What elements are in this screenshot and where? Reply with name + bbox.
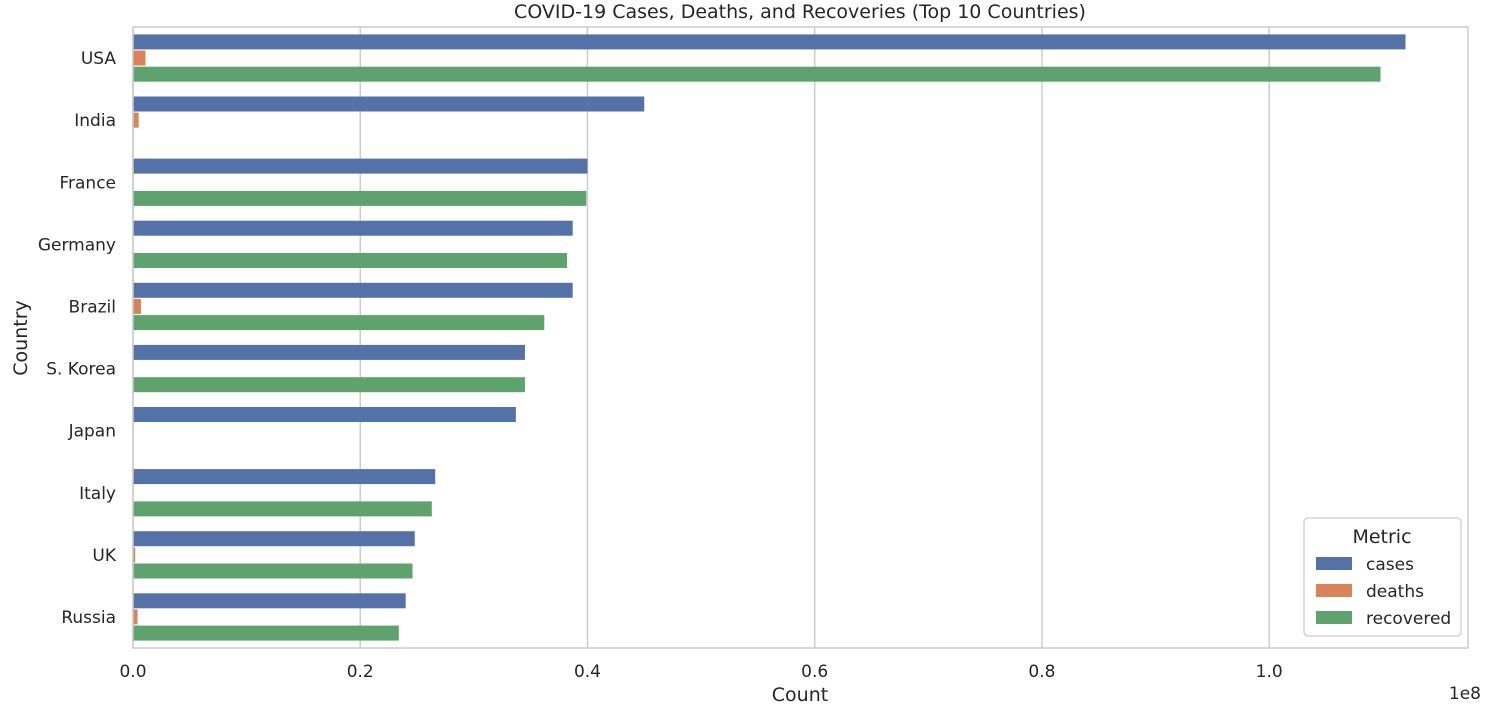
bar-cases-germany bbox=[133, 220, 573, 236]
bar-cases-france bbox=[133, 158, 588, 174]
bar-cases-usa bbox=[133, 34, 1406, 50]
legend-label-deaths: deaths bbox=[1366, 582, 1424, 602]
y-tick-label: Germany bbox=[38, 235, 116, 255]
bar-cases-russia bbox=[133, 593, 406, 609]
y-tick-label: Russia bbox=[61, 608, 116, 628]
x-tick-label: 0.8 bbox=[1028, 662, 1055, 682]
legend-items: cases deaths recovered bbox=[1316, 555, 1451, 629]
legend-swatch-deaths bbox=[1316, 584, 1352, 597]
legend-label-cases: cases bbox=[1366, 555, 1414, 575]
legend-swatch-cases bbox=[1316, 557, 1352, 570]
bar-deaths-russia bbox=[133, 609, 138, 625]
bar-recovered-uk bbox=[133, 563, 413, 579]
bar-cases-japan bbox=[133, 407, 516, 423]
y-tick-label: Japan bbox=[68, 422, 116, 442]
y-tick-label: USA bbox=[81, 49, 117, 69]
y-tick-label: Italy bbox=[79, 484, 116, 504]
chart-title: COVID-19 Cases, Deaths, and Recoveries (… bbox=[514, 1, 1086, 23]
x-tick-label: 0.0 bbox=[119, 662, 146, 682]
y-tick-label: India bbox=[74, 111, 116, 131]
bar-cases-italy bbox=[133, 469, 436, 485]
bar-deaths-brazil bbox=[133, 298, 141, 314]
legend-label-recovered: recovered bbox=[1366, 609, 1451, 629]
bar-recovered-brazil bbox=[133, 315, 545, 331]
bar-cases-uk bbox=[133, 531, 415, 547]
y-tick-label: Brazil bbox=[69, 297, 116, 317]
bar-deaths-usa bbox=[133, 50, 146, 66]
x-tick-label: 1.0 bbox=[1256, 662, 1283, 682]
legend-box bbox=[1303, 517, 1462, 637]
legend-swatch-recovered bbox=[1316, 611, 1352, 624]
legend: Metric cases deaths recovered bbox=[1303, 517, 1462, 637]
y-axis-label: Country bbox=[10, 300, 32, 375]
bar-recovered-russia bbox=[133, 625, 399, 641]
bar-recovered-italy bbox=[133, 501, 432, 517]
bar-cases-s-korea bbox=[133, 344, 525, 360]
bars bbox=[133, 34, 1406, 641]
y-tick-labels: USA India France Germany Brazil S. Korea Japan… bbox=[38, 49, 117, 628]
x-tick-label: 0.6 bbox=[801, 662, 828, 682]
plot-frame bbox=[132, 26, 1469, 649]
x-axis-scale-note: 1e8 bbox=[1449, 684, 1481, 704]
x-tick-labels: 0.0 0.2 0.4 0.6 0.8 1.0 bbox=[119, 662, 1282, 682]
bar-recovered-france bbox=[133, 190, 587, 206]
bar-recovered-s-korea bbox=[133, 377, 525, 393]
y-tick-label: S. Korea bbox=[46, 360, 116, 380]
legend-title: Metric bbox=[1352, 526, 1411, 548]
y-tick-label: UK bbox=[92, 546, 116, 566]
bar-recovered-usa bbox=[133, 66, 1381, 82]
bar-recovered-germany bbox=[133, 252, 568, 268]
y-tick-label: France bbox=[59, 173, 116, 193]
bar-cases-brazil bbox=[133, 282, 573, 298]
x-tick-label: 0.4 bbox=[574, 662, 601, 682]
bar-deaths-india bbox=[133, 112, 139, 128]
grid-lines bbox=[132, 27, 1270, 648]
x-axis-label: Count bbox=[772, 684, 828, 704]
x-tick-label: 0.2 bbox=[347, 662, 374, 682]
bar-deaths-uk bbox=[133, 547, 136, 563]
bar-cases-india bbox=[133, 96, 645, 112]
